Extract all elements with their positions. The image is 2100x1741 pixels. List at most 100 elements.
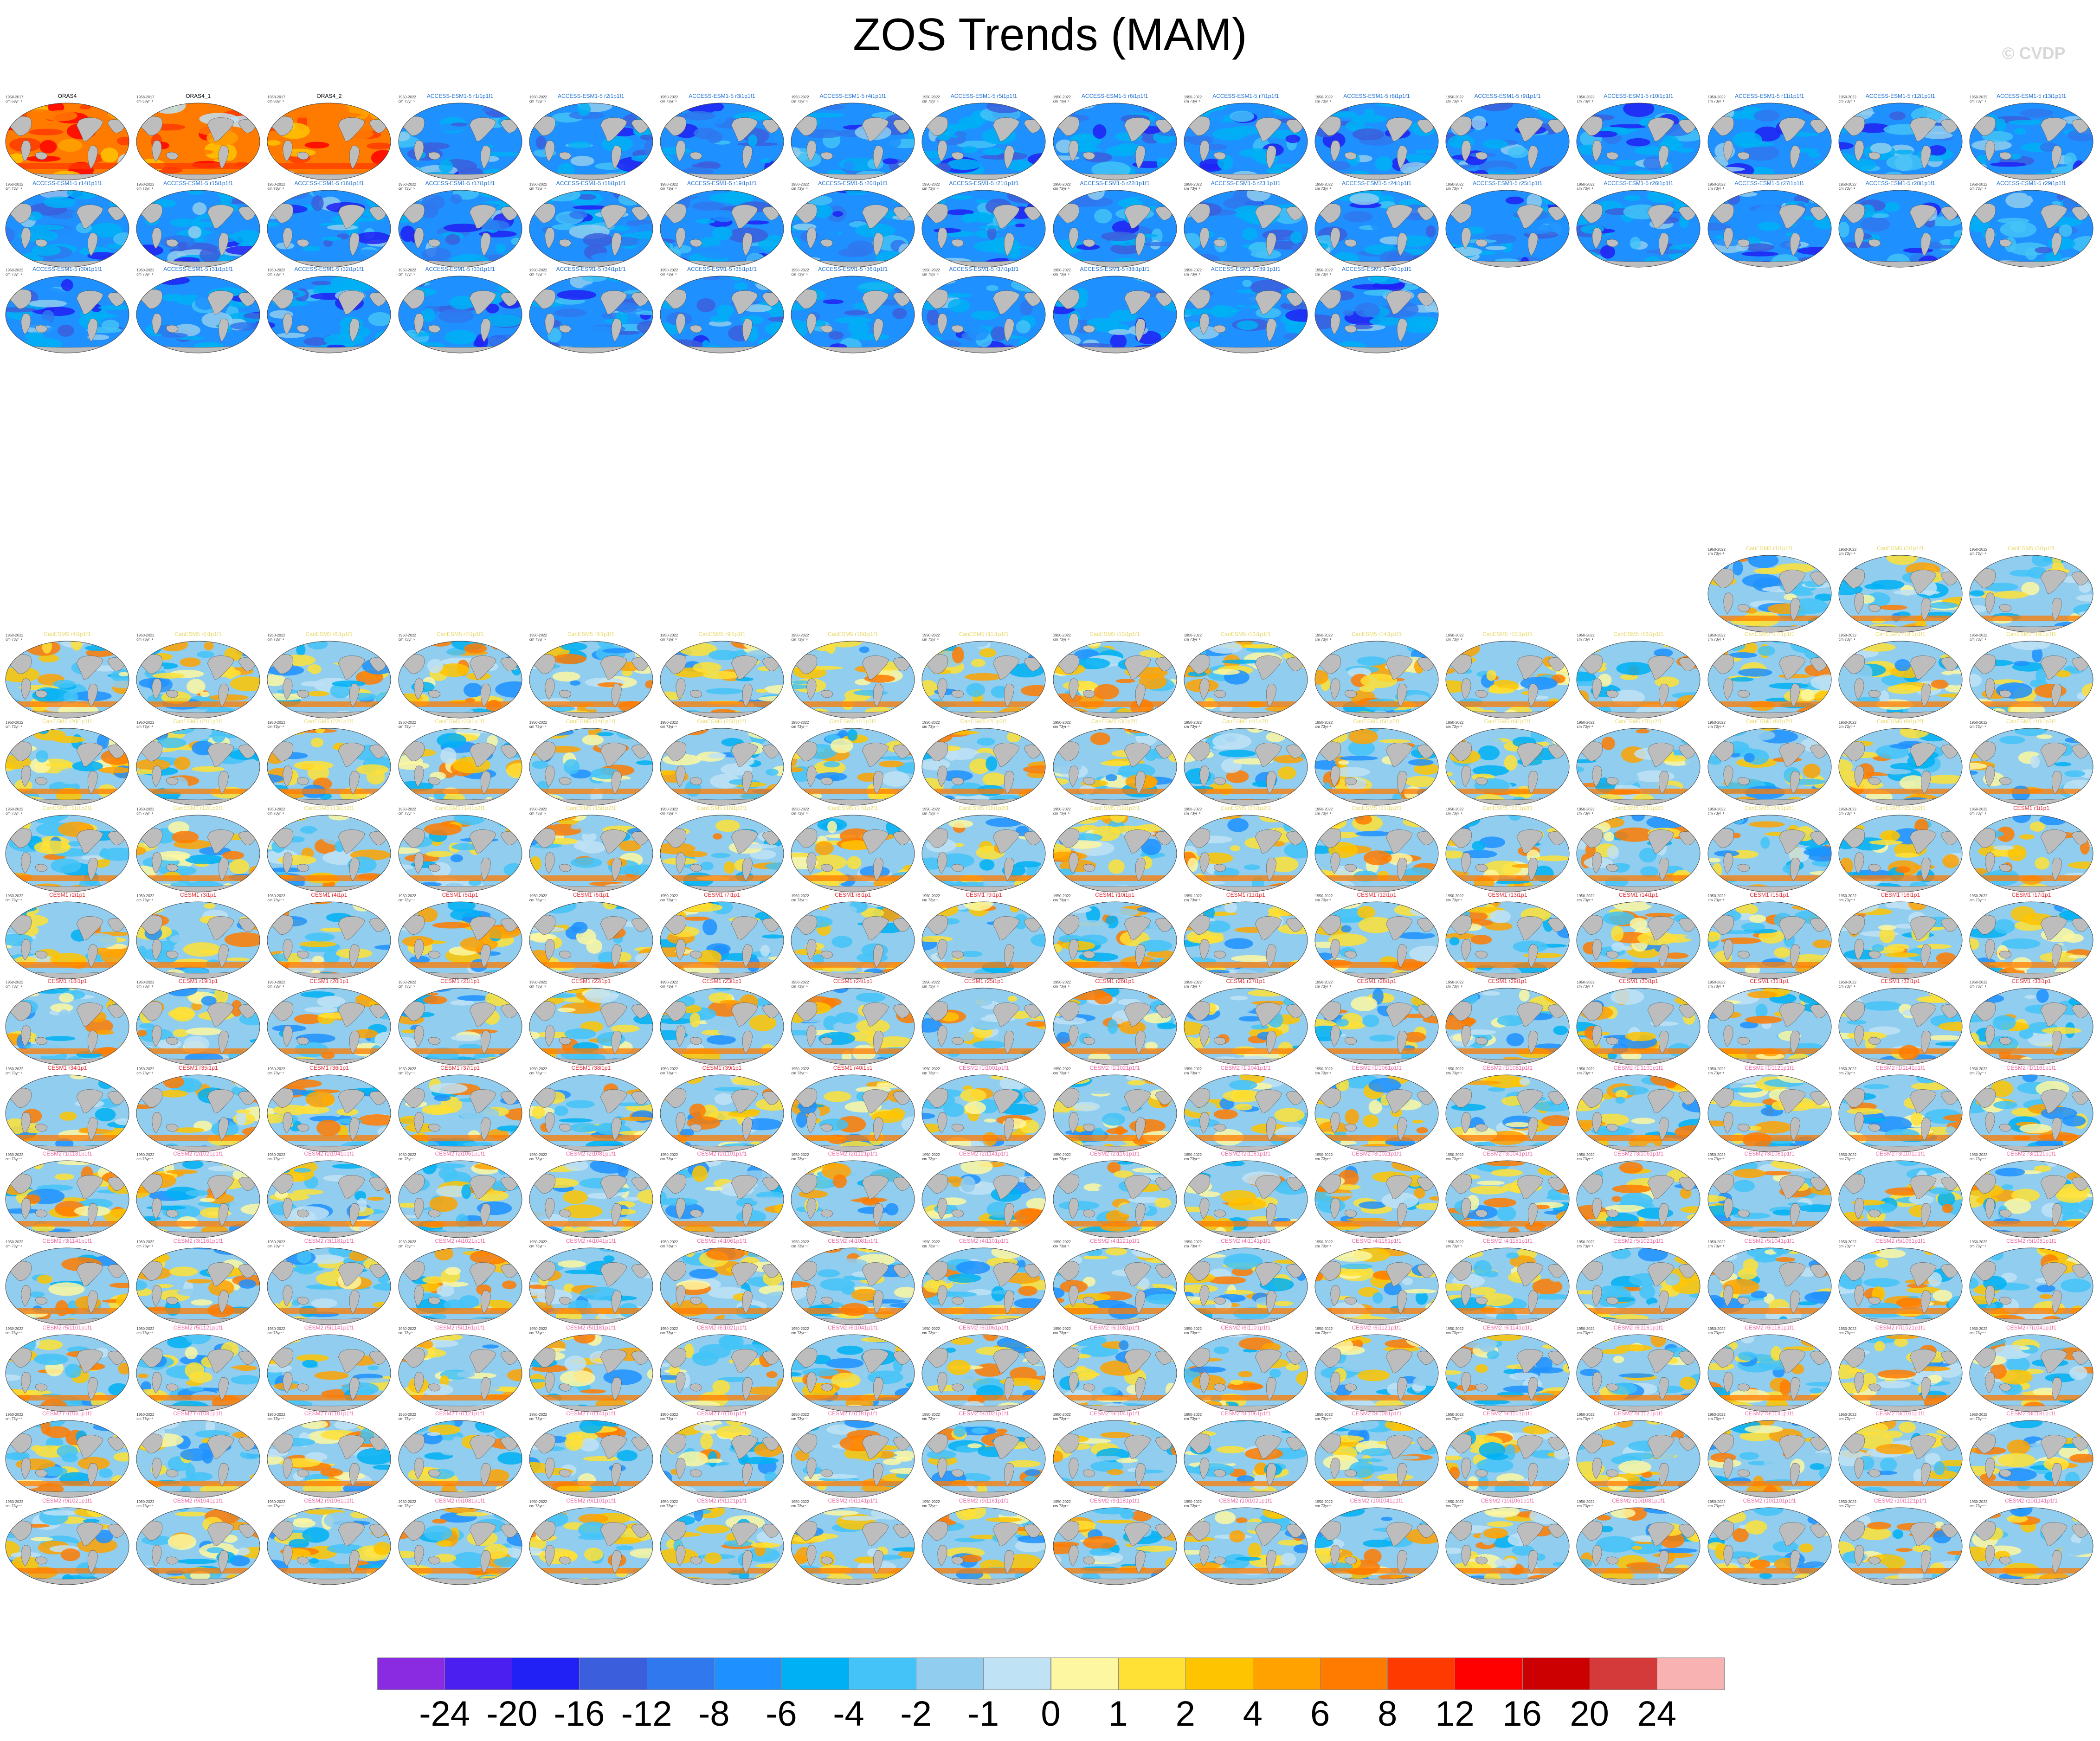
map-panel: CESM2 r6i1141p1f1 1950-2022 cm 73yr⁻¹	[1445, 1324, 1570, 1413]
panel-period: 1950-2022 cm 73yr⁻¹	[1708, 1500, 1726, 1508]
panel-period-years: 1950-2022	[1184, 1067, 1202, 1071]
map-panel: CESM2 r5i1121p1f1 1950-2022 cm 73yr⁻¹	[135, 1324, 261, 1413]
map-panel: ACCESS-ESM1-5 r22i1p1f1 1950-2022 cm 73yr⁻…	[1052, 180, 1178, 268]
panel-period: 1950-2022 cm 73yr⁻¹	[1577, 1413, 1594, 1421]
panel-title: ORAS4	[58, 93, 77, 99]
panel-period: 1950-2022 cm 73yr⁻¹	[660, 1240, 678, 1248]
colorbar-swatch	[983, 1657, 1051, 1690]
panel-period-units: cm 73yr⁻¹	[1970, 1157, 1986, 1161]
panel-title: CanESM5 r8i1p2f1	[1746, 718, 1793, 725]
panel-period-units: cm 73yr⁻¹	[529, 272, 546, 276]
panel-period-years: 1950-2022	[1838, 980, 1857, 984]
map-panel: CESM2 r4i1061p1f1 1950-2022 cm 73yr⁻¹	[659, 1238, 785, 1326]
panel-period: 1950-2022 cm 73yr⁻¹	[1053, 95, 1071, 103]
panel-period: 1950-2022 cm 73yr⁻¹	[1577, 1067, 1594, 1075]
panel-period: 1950-2022 cm 73yr⁻¹	[1315, 807, 1333, 816]
panel-period: 1950-2022 cm 73yr⁻¹	[1970, 1067, 1987, 1075]
panel-period: 1950-2022 cm 73yr⁻¹	[1577, 720, 1594, 729]
panel-period-years: 1950-2022	[1838, 547, 1857, 552]
map-panel: CESM2 r9i1181p1f1 1950-2022 cm 73yr⁻¹	[1052, 1497, 1178, 1586]
panel-period-units: cm 73yr⁻¹	[791, 811, 808, 816]
panel-title: CESM2 r2i1141p1f1	[959, 1150, 1009, 1157]
map-panel: CESM2 r1i1021p1f1 1950-2022 cm 73yr⁻¹	[1052, 1065, 1178, 1153]
panel-period-years: 1950-2022	[136, 182, 155, 186]
map-panel: CanESM5 r8i1p1f1 1950-2022 cm 73yr⁻¹	[528, 631, 654, 719]
panel-title: CanESM5 r7i1p1f1	[436, 631, 484, 637]
panel-period: 1950-2022 cm 73yr⁻¹	[1708, 1240, 1726, 1248]
panel-period-units: cm 73yr⁻¹	[1053, 725, 1069, 729]
panel-period-years: 1950-2022	[6, 980, 24, 984]
panel-period-units: cm 73yr⁻¹	[922, 1157, 939, 1161]
panel-period: 1950-2022 cm 73yr⁻¹	[1970, 807, 1987, 816]
panel-title: ACCESS-ESM1-5 r13i1p1f1	[1996, 93, 2067, 99]
panel-period-years: 1950-2022	[1838, 894, 1857, 898]
panel-period: 1958-2017 cm 58yr⁻¹	[6, 95, 23, 103]
panel-period-units: cm 73yr⁻¹	[1315, 186, 1332, 191]
map-panel: CanESM5 r16i1p2f1 1950-2022 cm 73yr⁻¹	[659, 805, 785, 893]
panel-period-years: 1950-2022	[791, 95, 809, 99]
panel-period-years: 1950-2022	[922, 1500, 940, 1504]
panel-title: CESM1 r13i1p1	[1488, 892, 1527, 898]
panel-period-units: cm 73yr⁻¹	[529, 725, 546, 729]
panel-period: 1950-2022 cm 73yr⁻¹	[791, 633, 809, 642]
panel-period-units: cm 73yr⁻¹	[398, 1244, 415, 1248]
map-panel: ORAS4_2 1958-2017 cm 58yr⁻¹	[266, 93, 392, 181]
panel-period: 1950-2022 cm 73yr⁻¹	[1970, 1413, 1987, 1421]
panel-period: 1950-2022 cm 73yr⁻¹	[922, 1327, 940, 1335]
map-panel: CESM2 r2i1041p1f1 1950-2022 cm 73yr⁻¹	[266, 1150, 392, 1239]
panel-title: CanESM5 r16i1p2f1	[696, 805, 747, 811]
map-panel: ACCESS-ESM1-5 r38i1p1f1 1950-2022 cm 73yr⁻…	[1052, 266, 1178, 354]
panel-period-years: 1950-2022	[1838, 1413, 1857, 1417]
panel-title: CESM1 r1i1p1	[2013, 805, 2050, 811]
panel-period: 1950-2022 cm 73yr⁻¹	[267, 1067, 285, 1075]
panel-period-years: 1950-2022	[791, 720, 809, 725]
panel-period-years: 1950-2022	[267, 894, 285, 898]
panel-title: CESM2 r9i1081p1f1	[435, 1497, 485, 1504]
panel-period-units: cm 73yr⁻¹	[1446, 898, 1462, 902]
panel-period-units: cm 73yr⁻¹	[922, 1244, 939, 1248]
panel-period-years: 1950-2022	[136, 1067, 155, 1071]
panel-period-years: 1950-2022	[1707, 547, 1726, 552]
panel-period-units: cm 73yr⁻¹	[136, 1157, 153, 1161]
panel-period: 1950-2022 cm 73yr⁻¹	[136, 268, 154, 276]
panel-period: 1950-2022 cm 73yr⁻¹	[1053, 633, 1071, 642]
panel-title: CESM2 r2i1041p1f1	[304, 1150, 354, 1157]
panel-period-units: cm 73yr⁻¹	[1970, 984, 1986, 989]
map-panel: CESM2 r7i1101p1f1 1950-2022 cm 73yr⁻¹	[266, 1410, 392, 1498]
panel-period-years: 1950-2022	[1315, 182, 1333, 186]
map-panel: CESM2 r3i1021p1f1 1950-2022 cm 73yr⁻¹	[1314, 1150, 1439, 1239]
panel-period-years: 1950-2022	[529, 980, 548, 984]
map-panel: ACCESS-ESM1-5 r10i1p1f1 1950-2022 cm 73yr⁻…	[1576, 93, 1701, 181]
panel-period-units: cm 73yr⁻¹	[1707, 99, 1724, 103]
panel-period-years: 1950-2022	[1577, 1153, 1595, 1157]
colorbar-tick-label: 0	[1041, 1694, 1061, 1734]
panel-title: CESM1 r11i1p1	[1226, 892, 1265, 898]
panel-title: CESM1 r2i1p1	[49, 892, 86, 898]
panel-period-units: cm 73yr⁻¹	[6, 637, 22, 642]
panel-title: CanESM5 r23i1p1f1	[435, 718, 485, 725]
colorbar-swatch	[781, 1657, 850, 1690]
panel-title: CanESM5 r16i1p1f1	[1613, 631, 1664, 637]
map-panel: CanESM5 r1i1p1f1 1950-2022 cm 73yr⁻¹	[1707, 545, 1832, 633]
panel-title: ORAS4_1	[186, 93, 211, 99]
panel-period: 1950-2022 cm 73yr⁻¹	[1053, 1413, 1071, 1421]
panel-period-years: 1950-2022	[1577, 894, 1595, 898]
panel-title: CESM2 r7i1161p1f1	[697, 1410, 747, 1417]
panel-title: CanESM5 r15i1p1f1	[1482, 631, 1533, 637]
panel-period: 1950-2022 cm 73yr⁻¹	[267, 633, 285, 642]
panel-period-years: 1950-2022	[1184, 1153, 1202, 1157]
panel-period-units: cm 73yr⁻¹	[136, 186, 153, 191]
panel-period-years: 1950-2022	[791, 894, 809, 898]
panel-title: ACCESS-ESM1-5 r22i1p1f1	[1080, 180, 1150, 186]
panel-title: CanESM5 r22i1p2f1	[1482, 805, 1533, 811]
panel-period-years: 1950-2022	[922, 1153, 940, 1157]
panel-period: 1950-2022 cm 73yr⁻¹	[1577, 182, 1594, 191]
panel-period-units: cm 73yr⁻¹	[398, 1157, 415, 1161]
map-panel: CESM2 r9i1141p1f1 1950-2022 cm 73yr⁻¹	[790, 1497, 915, 1586]
panel-period-years: 1950-2022	[1577, 1067, 1595, 1071]
panel-title: ACCESS-ESM1-5 r23i1p1f1	[1211, 180, 1281, 186]
panel-period-units: cm 73yr⁻¹	[136, 984, 153, 989]
panel-period-units: cm 73yr⁻¹	[398, 1417, 415, 1421]
map-panel: CESM2 r8i1121p1f1 1950-2022 cm 73yr⁻¹	[1576, 1410, 1701, 1498]
map-panel: CESM1 r25i1p1 1950-2022 cm 73yr⁻¹	[921, 978, 1046, 1066]
